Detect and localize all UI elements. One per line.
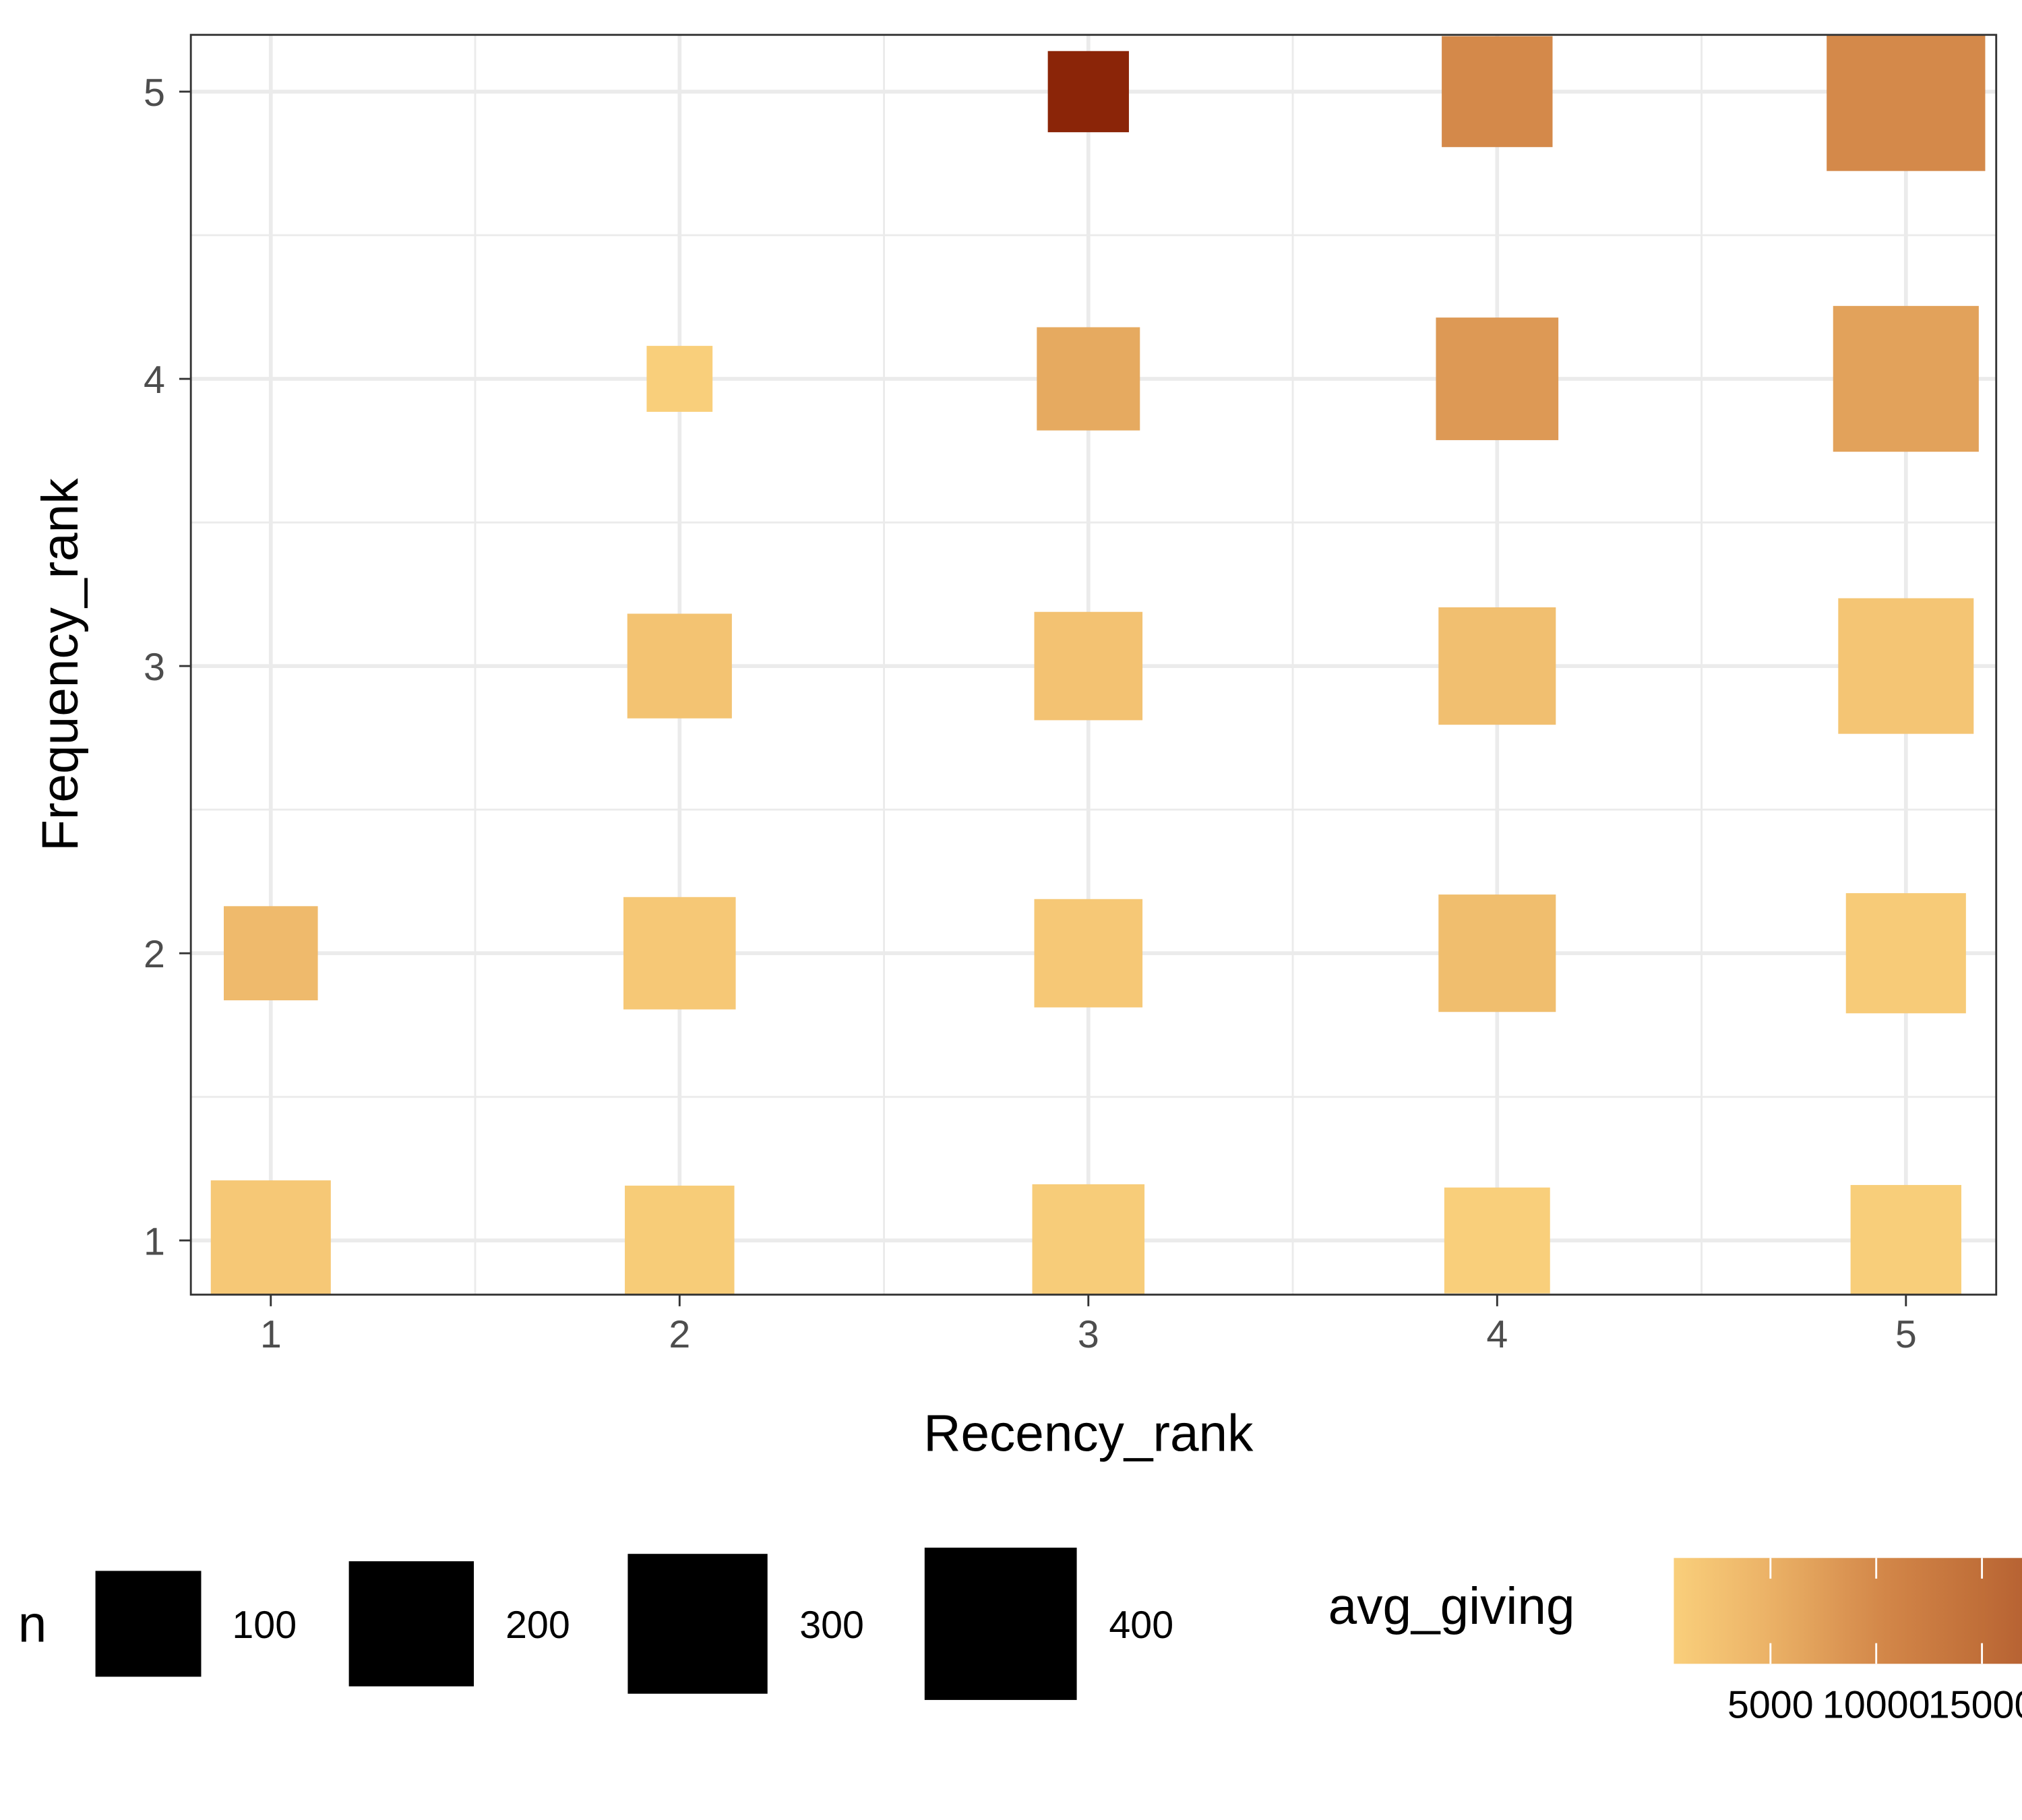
size-legend-label: 200: [506, 1604, 570, 1647]
tile-r2-f2: [623, 897, 736, 1010]
tile-r2-f4: [646, 346, 713, 412]
x-tick-label: 4: [1486, 1313, 1508, 1356]
y-tick-label: 1: [144, 1220, 165, 1263]
tile-r5-f5: [1827, 34, 1986, 171]
size-legend-label: 300: [799, 1604, 864, 1647]
colorbar: [1674, 1558, 2022, 1664]
tile-r1-f2: [224, 906, 318, 1000]
tile-r5-f4: [1833, 305, 1979, 452]
y-tick-label: 2: [144, 933, 165, 976]
colorbar-label: 10000: [1822, 1684, 1930, 1727]
tile-r5-f2: [1845, 893, 1966, 1014]
y-tick-label: 4: [144, 359, 165, 402]
tile-r4-f3: [1438, 607, 1556, 725]
size-legend-label: 100: [232, 1604, 297, 1647]
tile-r4-f2: [1438, 894, 1556, 1012]
x-tick-label: 1: [260, 1313, 282, 1356]
tile-r4-f4: [1436, 317, 1559, 440]
colorbar-label: 15000: [1928, 1684, 2022, 1727]
y-tick-label: 5: [144, 71, 165, 115]
size-legend-key: [627, 1554, 768, 1694]
colorbar-label: 5000: [1727, 1684, 1814, 1727]
tile-r3-f1: [1032, 1184, 1145, 1295]
tile-r2-f3: [627, 613, 732, 719]
size-legend-label: 400: [1109, 1604, 1173, 1647]
panel-border: [189, 34, 1998, 1296]
y-axis: 1 2 3 4 5: [144, 71, 191, 1263]
fill-legend-title: avg_giving: [1328, 1578, 1575, 1635]
tile-r3-f3: [1034, 611, 1143, 721]
size-legend: n 100 200 300 400: [18, 1547, 1173, 1700]
tile-r3-f2: [1034, 899, 1143, 1008]
x-axis: 1 2 3 4 5: [260, 1294, 1917, 1356]
size-legend-key: [348, 1561, 474, 1687]
size-legend-title: n: [18, 1596, 47, 1654]
x-tick-label: 5: [1895, 1313, 1917, 1356]
y-tick-label: 3: [144, 646, 165, 689]
size-legend-key: [95, 1571, 202, 1677]
tile-r4-f5: [1442, 36, 1553, 148]
tiles: [210, 34, 1986, 1295]
tile-r4-f1: [1444, 1187, 1550, 1294]
tile-r1-f1: [210, 1180, 331, 1295]
tile-r5-f3: [1838, 598, 1974, 734]
size-legend-key: [924, 1547, 1077, 1700]
tile-r2-f1: [625, 1185, 735, 1295]
x-tick-label: 2: [669, 1313, 690, 1356]
x-axis-title: Recency_rank: [923, 1405, 1254, 1462]
fill-legend: avg_giving 5000100001500020000: [1328, 1558, 2022, 1727]
x-tick-label: 3: [1078, 1313, 1099, 1356]
tile-r3-f4: [1037, 327, 1140, 431]
tile-r3-f5: [1047, 51, 1129, 133]
y-axis-title: Frequency_rank: [32, 478, 89, 851]
tile-r5-f1: [1850, 1184, 1962, 1295]
